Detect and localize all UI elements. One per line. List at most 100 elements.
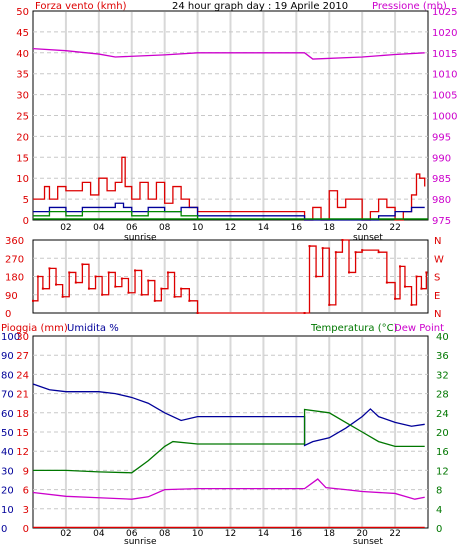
wind-direction-point	[134, 269, 137, 272]
x-tick-label-p3: 22	[389, 529, 400, 539]
rain-tick-label: 0	[23, 524, 29, 535]
wind-direction-point	[415, 275, 418, 278]
humidity-tick-label: 80	[1, 370, 14, 381]
wind-direction-point	[120, 277, 123, 280]
wind-direction-point	[68, 271, 71, 274]
wind-tick-label: 50	[16, 7, 29, 18]
sunrise-label-p3: sunrise	[124, 537, 157, 547]
x-tick-label-p3: 02	[60, 529, 71, 539]
x-tick-label-p1: 22	[389, 223, 400, 233]
x-tick-label-p1: 10	[192, 223, 204, 233]
wind-axis-label: Forza vento (kmh)	[35, 1, 127, 12]
wind-direction-point	[101, 293, 104, 296]
pressure-tick-label: 980	[432, 195, 451, 206]
rain-tick-label: 15	[16, 428, 29, 439]
wind-direction-point	[303, 312, 306, 314]
wind-line	[33, 156, 426, 221]
wind-direction-point	[425, 271, 428, 274]
wind-tick-label: 5	[23, 195, 29, 206]
pressure-tick-label: 985	[432, 174, 451, 185]
x-tick-label-p1: 16	[291, 223, 303, 233]
temperature-line	[33, 408, 425, 474]
direction-tick-label: 270	[5, 254, 24, 265]
wind-direction-point	[348, 271, 350, 274]
direction-tick-label: 90	[5, 291, 18, 302]
wind-direction-point	[147, 279, 150, 282]
sunset-label-p1: sunset	[353, 233, 383, 243]
wind-tick-label: 25	[16, 112, 29, 123]
humidity-tick-label: 30	[1, 466, 14, 477]
x-tick-label-p1: 08	[159, 223, 171, 233]
wind-direction-point	[41, 287, 44, 290]
wind-direction-point	[385, 281, 388, 284]
pressure-tick-label: 1015	[432, 49, 457, 60]
humidity-tick-label: 10	[1, 505, 14, 516]
wind-direction-point	[377, 251, 380, 254]
humidity-tick-label: 90	[1, 351, 14, 362]
wind-direction-point	[188, 299, 191, 302]
wind-direction-point	[399, 265, 402, 268]
wind-direction-point	[81, 263, 84, 266]
rain-tick-label: 24	[16, 370, 29, 381]
x-tick-label-p3: 18	[324, 529, 336, 539]
wind-direction-line	[33, 239, 428, 314]
wind-direction-point	[321, 247, 324, 250]
humidity-tick-label: 20	[1, 486, 14, 497]
wind-direction-point	[394, 297, 397, 300]
temperature-tick-label: 32	[436, 370, 449, 381]
rain-tick-label: 27	[16, 351, 29, 362]
temperature-tick-label: 20	[436, 428, 449, 439]
wind-direction-point	[74, 281, 77, 284]
wind-min-line	[33, 210, 199, 220]
x-tick-label-p3: 16	[291, 529, 303, 539]
wind-tick-label: 0	[23, 216, 29, 227]
x-tick-label-p1: 12	[225, 223, 236, 233]
wind-direction-point	[410, 303, 413, 306]
wind-tick-label: 30	[16, 91, 29, 102]
rain-axis-label: Pioggia (mm)	[1, 323, 68, 334]
compass-tick-label: N	[434, 236, 441, 247]
humidity-tick-label: 0	[1, 524, 7, 535]
wind-direction-point	[166, 271, 169, 274]
pressure-tick-label: 1020	[432, 28, 457, 39]
temperature-axis-label: Temperatura (°C)	[310, 323, 398, 334]
direction-tick-label: 0	[5, 309, 11, 320]
rain-tick-label: 21	[16, 390, 29, 401]
rain-tick-label: 12	[16, 447, 29, 458]
pressure-tick-label: 995	[432, 132, 451, 143]
compass-tick-label: S	[434, 273, 440, 284]
wind-direction-point	[114, 285, 117, 288]
x-tick-label-p3: 20	[356, 529, 368, 539]
wind-direction-point	[94, 275, 97, 278]
temperature-tick-label: 24	[436, 409, 449, 420]
wind-direction-point	[403, 285, 406, 288]
sunrise-label-p1: sunrise	[124, 233, 157, 243]
pressure-tick-label: 1010	[432, 70, 457, 81]
humidity-tick-label: 70	[1, 390, 14, 401]
rain-tick-label: 3	[23, 505, 29, 516]
temperature-tick-label: 0	[436, 524, 442, 535]
wind-direction-point	[173, 295, 176, 298]
humidity-axis-label: Umidita %	[67, 323, 119, 334]
rain-tick-label: 18	[16, 409, 29, 420]
wind-direction-point	[32, 299, 34, 302]
wind-tick-label: 45	[16, 28, 29, 39]
direction-tick-label: 360	[5, 236, 24, 247]
wind-tick-label: 35	[16, 70, 29, 81]
rain-tick-label: 6	[23, 486, 29, 497]
pressure-line	[32, 47, 425, 60]
wind-direction-point	[107, 271, 110, 274]
temperature-tick-label: 36	[436, 351, 449, 362]
pressure-tick-label: 1000	[432, 112, 457, 123]
wind-avg-line	[33, 202, 425, 221]
wind-direction-point	[36, 275, 39, 278]
temperature-tick-label: 4	[436, 505, 442, 516]
temperature-tick-label: 40	[436, 332, 449, 343]
pressure-tick-label: 975	[432, 216, 451, 227]
pressure-tick-label: 1005	[432, 91, 457, 102]
x-tick-label-p1: 04	[93, 223, 105, 233]
humidity-tick-label: 100	[1, 332, 20, 343]
dewpoint-line	[32, 478, 425, 500]
x-tick-label-p1: 18	[324, 223, 336, 233]
